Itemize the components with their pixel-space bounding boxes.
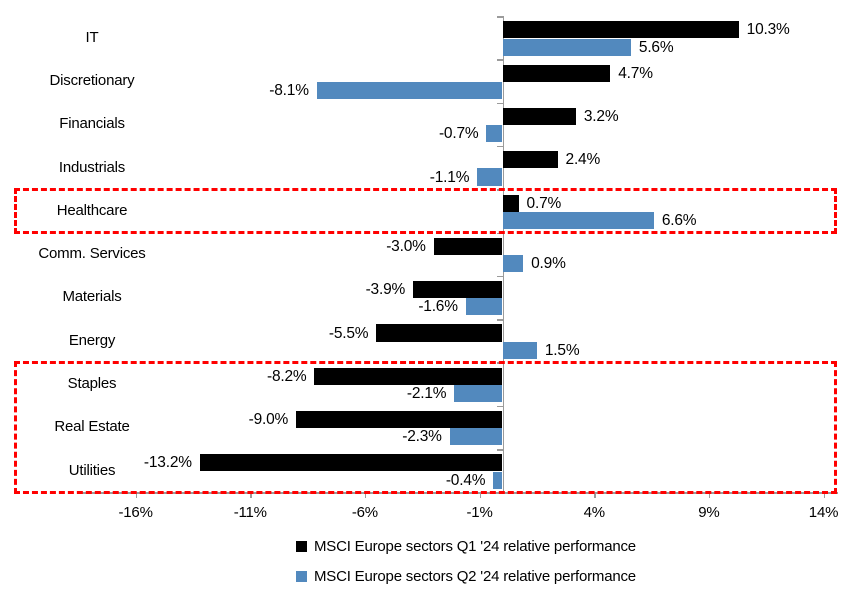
bar-q1-materials [413, 281, 503, 299]
value-label: -2.1% [406, 385, 447, 402]
value-label: -3.9% [365, 281, 406, 299]
category-label-comm-services: Comm. Services [38, 245, 146, 263]
bar-q2-utilities [493, 471, 503, 489]
bar-q2-energy [502, 341, 537, 359]
legend-label: MSCI Europe sectors Q2 '24 relative perf… [314, 567, 636, 585]
y-axis-tick [496, 59, 503, 61]
y-axis-line [502, 16, 504, 493]
legend-marker-icon [296, 570, 307, 582]
value-label: 4.7% [618, 64, 653, 82]
x-tick-label: -6% [351, 504, 378, 521]
y-axis-tick [496, 405, 503, 408]
category-label-materials: Materials [62, 288, 122, 306]
bar-q2-industrials [477, 168, 503, 186]
value-label: -2.3% [402, 428, 442, 446]
legend-marker-icon [296, 540, 307, 552]
y-axis-tick [496, 319, 503, 321]
category-label-real-estate: Real Estate [54, 418, 130, 436]
category-label-energy: Energy [68, 331, 116, 349]
category-label-it: IT [85, 28, 99, 46]
x-tick-label: 9% [698, 504, 720, 521]
x-axis-tick [594, 492, 596, 499]
bar-q1-it [502, 21, 739, 39]
category-label-industrials: Industrials [58, 158, 126, 176]
x-tick-label: 14% [808, 504, 839, 521]
bar-q2-it [502, 38, 631, 56]
bar-q1-discretionary [502, 64, 611, 82]
category-label-healthcare: Healthcare [56, 201, 128, 219]
value-label: -0.4% [445, 471, 486, 489]
value-label: 3.2% [583, 108, 619, 125]
x-axis-tick [250, 492, 252, 499]
bar-q2-comm-services [502, 255, 524, 273]
y-axis-tick [496, 232, 503, 234]
value-label: 2.4% [565, 151, 601, 169]
bar-q1-staples [314, 367, 503, 385]
y-axis-tick [496, 189, 503, 191]
bar-q1-utilities [199, 454, 503, 472]
value-label: -8.2% [266, 367, 307, 385]
y-axis-tick [496, 16, 503, 18]
value-label: 10.3% [746, 21, 790, 39]
x-axis-tick [479, 492, 482, 499]
value-label: -13.2% [143, 454, 192, 472]
legend-label: MSCI Europe sectors Q1 '24 relative perf… [314, 537, 636, 555]
x-axis-tick [708, 492, 711, 499]
bar-q2-financials [486, 125, 503, 143]
bar-q1-comm-services [433, 237, 503, 255]
bar-q2-healthcare [502, 211, 654, 229]
value-label: -0.7% [438, 125, 479, 143]
bar-q2-real-estate [449, 428, 503, 446]
y-axis-tick [496, 275, 503, 278]
value-label: 0.9% [531, 255, 566, 273]
x-axis-tick [364, 492, 367, 499]
legend-item-q1: MSCI Europe sectors Q1 '24 relative perf… [296, 535, 636, 557]
value-label: -9.0% [248, 411, 289, 429]
value-label: 6.6% [661, 211, 697, 229]
legend: MSCI Europe sectors Q1 '24 relative perf… [296, 535, 636, 595]
y-axis-tick [496, 362, 503, 364]
category-label-utilities: Utilities [68, 461, 116, 479]
category-label-financials: Financials [59, 115, 125, 133]
legend-item-q2: MSCI Europe sectors Q2 '24 relative perf… [296, 565, 636, 587]
value-label: -1.1% [429, 168, 470, 186]
value-label: 5.6% [638, 38, 674, 56]
y-axis-tick [496, 145, 503, 148]
x-tick-label: -1% [466, 504, 493, 521]
y-axis-tick [496, 102, 503, 105]
x-axis-tick [823, 492, 826, 499]
x-axis-tick [135, 492, 138, 499]
bar-q1-financials [502, 107, 576, 126]
value-label: -3.0% [386, 237, 426, 255]
x-tick-label: -11% [233, 504, 267, 521]
value-label: -8.1% [269, 81, 309, 99]
value-label: -1.6% [418, 298, 458, 316]
value-label: 0.7% [526, 194, 562, 212]
bar-q2-discretionary [316, 81, 503, 99]
bar-q1-industrials [502, 151, 558, 169]
bar-q1-healthcare [502, 194, 519, 212]
value-label: 1.5% [544, 341, 580, 359]
bar-q1-energy [376, 324, 503, 342]
x-axis-line [77, 492, 838, 494]
bar-q2-materials [465, 298, 503, 316]
bar-q1-real-estate [296, 411, 503, 429]
category-label-staples: Staples [67, 375, 117, 393]
category-label-discretionary: Discretionary [49, 71, 135, 89]
x-tick-label: 4% [583, 504, 605, 521]
x-tick-label: -16% [118, 504, 153, 521]
value-label: -5.5% [328, 324, 369, 342]
bar-q2-staples [454, 384, 503, 403]
y-axis-tick [496, 449, 503, 451]
